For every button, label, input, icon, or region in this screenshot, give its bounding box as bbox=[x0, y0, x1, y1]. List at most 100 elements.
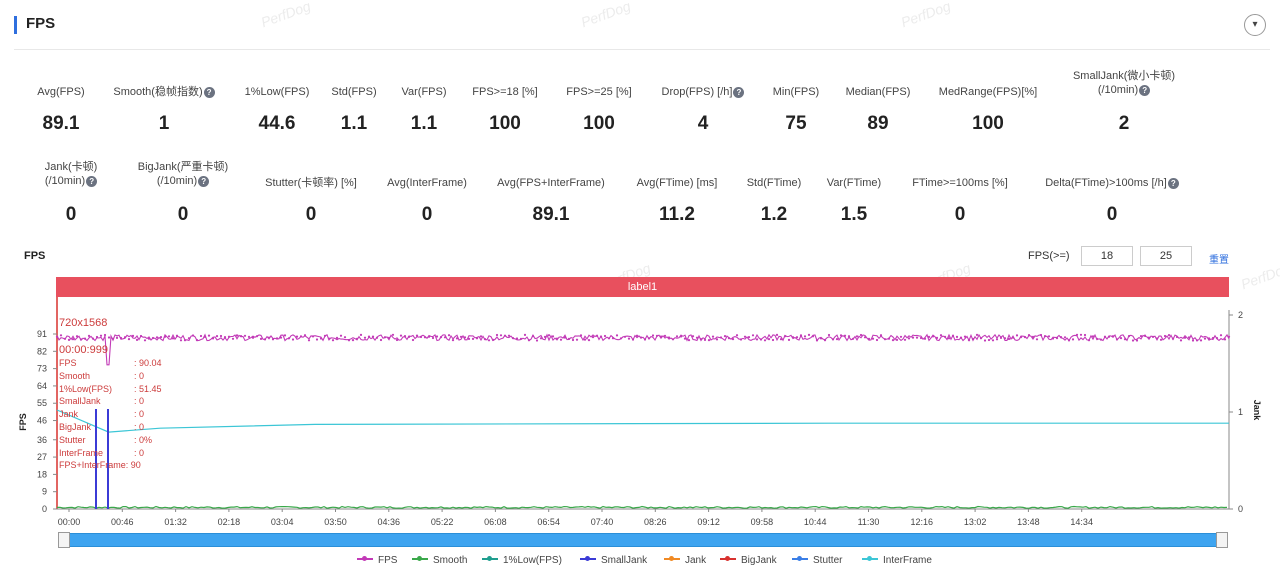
help-icon[interactable]: ? bbox=[1139, 85, 1151, 96]
metric-value: 0 bbox=[421, 204, 433, 225]
fps-point bbox=[943, 335, 947, 338]
fps-point bbox=[419, 335, 423, 339]
fps-point bbox=[1075, 333, 1079, 336]
fps-point bbox=[935, 336, 939, 339]
fps-point bbox=[1207, 337, 1211, 340]
fps-point bbox=[351, 339, 355, 342]
fps-point bbox=[499, 334, 503, 337]
slider-right-handle[interactable] bbox=[1216, 532, 1228, 548]
time-range-slider[interactable] bbox=[58, 532, 1228, 548]
fps-point bbox=[579, 334, 583, 337]
y-tick-label: 46 bbox=[37, 416, 47, 426]
legend-item[interactable]: SmallJank bbox=[580, 555, 647, 566]
fps-point bbox=[255, 335, 259, 338]
fps-point bbox=[147, 337, 151, 340]
fps-point bbox=[699, 338, 703, 341]
fps-point bbox=[807, 333, 811, 336]
x-tick-label: 06:54 bbox=[537, 517, 560, 527]
fps-point bbox=[275, 337, 279, 340]
y-tick-label: 55 bbox=[37, 398, 47, 408]
metric-label: Min(FPS) bbox=[772, 86, 820, 98]
reset-link[interactable]: 重置 bbox=[1209, 255, 1229, 266]
fps-point bbox=[1139, 335, 1143, 338]
fps-point bbox=[195, 339, 199, 342]
legend-item[interactable]: FPS bbox=[357, 555, 397, 566]
metric-label: FPS>=18 [%] bbox=[472, 86, 538, 98]
fps-point bbox=[575, 338, 579, 341]
legend-item[interactable]: Jank bbox=[664, 555, 706, 566]
fps-point bbox=[787, 338, 791, 341]
help-icon[interactable]: ? bbox=[86, 176, 98, 187]
fps-point bbox=[843, 334, 847, 337]
fps-point bbox=[407, 335, 411, 338]
fps-point bbox=[1103, 335, 1107, 338]
fps-point bbox=[215, 335, 219, 338]
legend-item[interactable]: 1%Low(FPS) bbox=[482, 555, 562, 566]
fps-point bbox=[1083, 333, 1087, 337]
fps-point bbox=[763, 339, 767, 342]
fps-point bbox=[359, 333, 363, 336]
fps-point bbox=[1147, 336, 1151, 339]
fps-point bbox=[227, 335, 231, 338]
fps-point bbox=[495, 333, 499, 337]
x-tick-label: 11:30 bbox=[858, 517, 880, 527]
fps-point bbox=[1115, 338, 1119, 341]
fps-point bbox=[743, 335, 747, 338]
fps-point bbox=[1203, 337, 1207, 340]
fps-point bbox=[595, 334, 599, 337]
fps-point bbox=[1071, 338, 1075, 341]
help-icon[interactable]: ? bbox=[198, 176, 210, 187]
fps-point bbox=[975, 333, 979, 336]
y2-tick-label: 1 bbox=[1238, 407, 1243, 417]
fps-point bbox=[343, 336, 347, 339]
legend-item[interactable]: BigJank bbox=[720, 555, 777, 566]
fps-point bbox=[491, 338, 495, 341]
metric-value: 1.1 bbox=[410, 113, 438, 134]
fps-point bbox=[167, 335, 171, 338]
y-tick-label: 82 bbox=[37, 346, 47, 356]
chart-title: FPS bbox=[24, 250, 46, 262]
fps-point bbox=[1019, 336, 1023, 339]
fps-point bbox=[1091, 335, 1095, 338]
fps-point bbox=[479, 335, 483, 338]
fps-point bbox=[959, 336, 963, 339]
threshold-low-input[interactable]: 18 bbox=[1081, 246, 1133, 266]
fps-point bbox=[831, 338, 835, 341]
help-icon[interactable]: ? bbox=[1167, 178, 1179, 189]
metric-value: 89.1 bbox=[532, 204, 570, 225]
fps-point bbox=[651, 334, 655, 337]
fps-point bbox=[203, 335, 207, 338]
fps-point bbox=[79, 338, 83, 341]
threshold-high-input[interactable]: 25 bbox=[1140, 246, 1192, 266]
fps-point bbox=[335, 336, 339, 339]
legend-item[interactable]: InterFrame bbox=[862, 555, 932, 566]
help-icon[interactable]: ? bbox=[203, 87, 215, 98]
metric-label: BigJank(严重卡顿) bbox=[137, 161, 229, 173]
fps-point bbox=[995, 338, 999, 341]
fps-point bbox=[175, 334, 179, 337]
legend-item[interactable]: Stutter bbox=[792, 555, 842, 566]
fps-point bbox=[1199, 339, 1203, 342]
legend-item[interactable]: Smooth bbox=[412, 555, 467, 566]
label-bar[interactable]: label1 bbox=[56, 277, 1229, 297]
metric-value: 89 bbox=[867, 113, 889, 134]
fps-point bbox=[631, 338, 635, 341]
fps-point bbox=[379, 338, 383, 342]
fps-point bbox=[1187, 336, 1191, 339]
fps-point bbox=[779, 338, 783, 341]
tooltip-row: InterFrame: 0 bbox=[59, 447, 145, 458]
fps-point bbox=[451, 339, 455, 342]
fps-point bbox=[1219, 334, 1223, 337]
fps-point bbox=[311, 335, 315, 338]
metric-card: FPS>=25 [%] 100 bbox=[529, 85, 669, 165]
fps-point bbox=[599, 335, 603, 338]
metric-value: 11.2 bbox=[659, 204, 695, 225]
help-icon[interactable]: ? bbox=[733, 87, 745, 98]
fps-point bbox=[403, 335, 407, 338]
fps-point bbox=[475, 337, 479, 340]
fps-point bbox=[571, 338, 575, 342]
collapse-icon[interactable]: ▾ bbox=[1244, 14, 1266, 36]
metric-card: MedRange(FPS)[%] 100 bbox=[918, 85, 1058, 165]
slider-left-handle[interactable] bbox=[58, 532, 70, 548]
